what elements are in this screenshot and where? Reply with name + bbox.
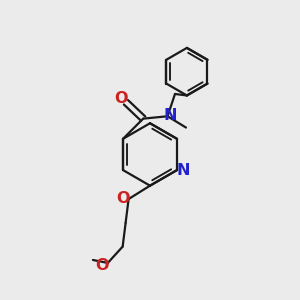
Text: N: N xyxy=(164,108,177,123)
Text: O: O xyxy=(114,91,127,106)
Text: O: O xyxy=(96,258,109,273)
Text: N: N xyxy=(177,163,190,178)
Text: O: O xyxy=(116,191,130,206)
